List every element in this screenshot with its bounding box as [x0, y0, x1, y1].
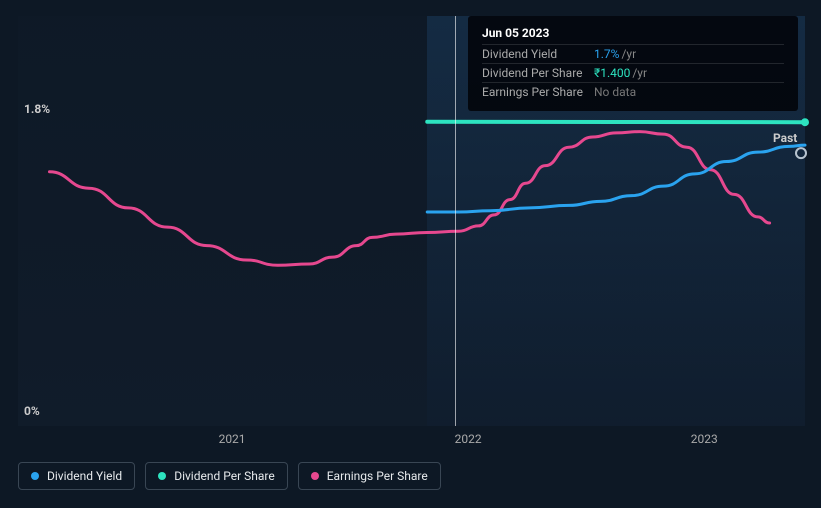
legend-label: Dividend Yield	[47, 469, 122, 483]
tooltip-row-key: Earnings Per Share	[482, 85, 594, 99]
tooltip-row: Dividend Per Share ₹1.400/yr	[482, 63, 784, 82]
x-axis-tick: 2023	[691, 432, 718, 446]
tooltip-row-value: ₹1.400/yr	[594, 66, 784, 80]
legend-label: Earnings Per Share	[327, 469, 428, 483]
legend-item-dividend-per-share[interactable]: Dividend Per Share	[145, 462, 288, 490]
x-axis-tick: 2022	[455, 432, 482, 446]
x-axis-tick: 2021	[219, 432, 246, 446]
tooltip-row-value: 1.7%/yr	[594, 47, 784, 61]
dividend-chart: 1.8% 0% 2021 2022 2023 Past Jun 05 2023 …	[0, 0, 821, 508]
tooltip-row-key: Dividend Per Share	[482, 66, 594, 80]
tooltip-row-value: No data	[594, 85, 784, 99]
chart-legend: Dividend Yield Dividend Per Share Earnin…	[18, 462, 441, 490]
hover-tooltip: Jun 05 2023 Dividend Yield 1.7%/yr Divid…	[468, 16, 798, 111]
tooltip-row: Dividend Yield 1.7%/yr	[482, 44, 784, 63]
tooltip-date: Jun 05 2023	[482, 26, 784, 40]
legend-label: Dividend Per Share	[174, 469, 275, 483]
legend-dot-icon	[31, 472, 39, 480]
tooltip-row-key: Dividend Yield	[482, 47, 594, 61]
legend-item-dividend-yield[interactable]: Dividend Yield	[18, 462, 135, 490]
tooltip-row: Earnings Per Share No data	[482, 82, 784, 101]
past-marker-text: Past	[773, 131, 797, 145]
legend-item-earnings-per-share[interactable]: Earnings Per Share	[298, 462, 441, 490]
legend-dot-icon	[158, 472, 166, 480]
legend-dot-icon	[311, 472, 319, 480]
past-marker: Past	[773, 131, 797, 145]
